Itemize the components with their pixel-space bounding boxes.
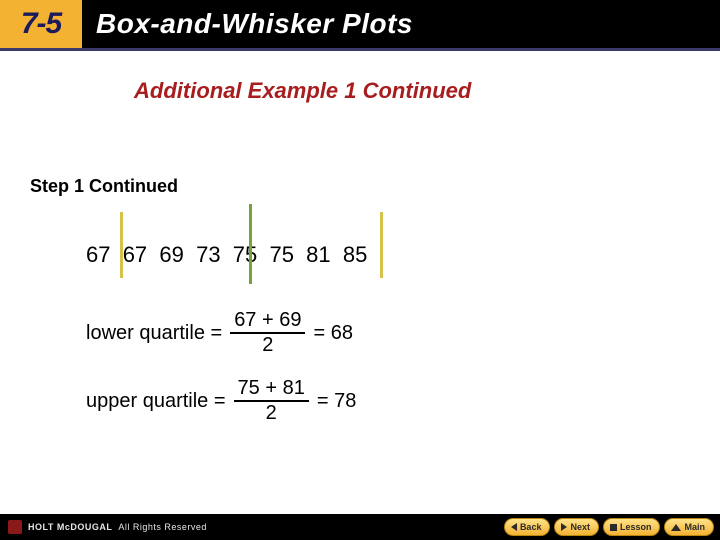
- lower-quartile-fraction: 67 + 69 2: [230, 310, 305, 356]
- q3-divider-line: [380, 212, 383, 278]
- publisher-logo-icon: [8, 520, 22, 534]
- lesson-button-label: Lesson: [620, 522, 652, 532]
- next-button-label: Next: [570, 522, 590, 532]
- lesson-button[interactable]: Lesson: [603, 518, 661, 536]
- main-button[interactable]: Main: [664, 518, 714, 536]
- data-values-row: 67 67 69 73 75 75 81 85: [86, 242, 367, 268]
- median-divider-line: [249, 204, 252, 284]
- back-button-label: Back: [520, 522, 542, 532]
- publisher-name: HOLT McDOUGAL: [28, 522, 112, 532]
- upper-quartile-denominator: 2: [266, 402, 277, 424]
- top-bar: 7-5 Box-and-Whisker Plots: [0, 0, 720, 48]
- upper-quartile-result: = 78: [317, 390, 356, 413]
- lower-quartile-label: lower quartile =: [86, 322, 222, 345]
- header-underline: [0, 48, 720, 51]
- example-heading: Additional Example 1 Continued: [134, 78, 471, 104]
- home-icon: [671, 524, 681, 531]
- upper-quartile-fraction: 75 + 81 2: [234, 378, 309, 424]
- lesson-number-badge: 7-5: [0, 0, 82, 48]
- upper-quartile-equation: upper quartile = 75 + 81 2 = 78: [86, 378, 356, 424]
- lesson-title: Box-and-Whisker Plots: [96, 8, 413, 40]
- chevron-right-icon: [561, 523, 567, 531]
- next-button[interactable]: Next: [554, 518, 599, 536]
- nav-button-group: Back Next Lesson Main: [504, 518, 714, 536]
- step-label: Step 1 Continued: [30, 176, 178, 197]
- lower-quartile-denominator: 2: [262, 334, 273, 356]
- square-icon: [610, 524, 617, 531]
- lower-quartile-equation: lower quartile = 67 + 69 2 = 68: [86, 310, 353, 356]
- main-button-label: Main: [684, 522, 705, 532]
- q1-divider-line: [120, 212, 123, 278]
- footer-bar: HOLT McDOUGAL All Rights Reserved Back Ne…: [0, 514, 720, 540]
- rights-text: All Rights Reserved: [118, 522, 207, 532]
- upper-quartile-numerator: 75 + 81: [234, 378, 309, 402]
- upper-quartile-label: upper quartile =: [86, 390, 226, 413]
- publisher-block: HOLT McDOUGAL All Rights Reserved: [8, 520, 207, 534]
- back-button[interactable]: Back: [504, 518, 551, 536]
- chevron-left-icon: [511, 523, 517, 531]
- lower-quartile-numerator: 67 + 69: [230, 310, 305, 334]
- lower-quartile-result: = 68: [313, 322, 352, 345]
